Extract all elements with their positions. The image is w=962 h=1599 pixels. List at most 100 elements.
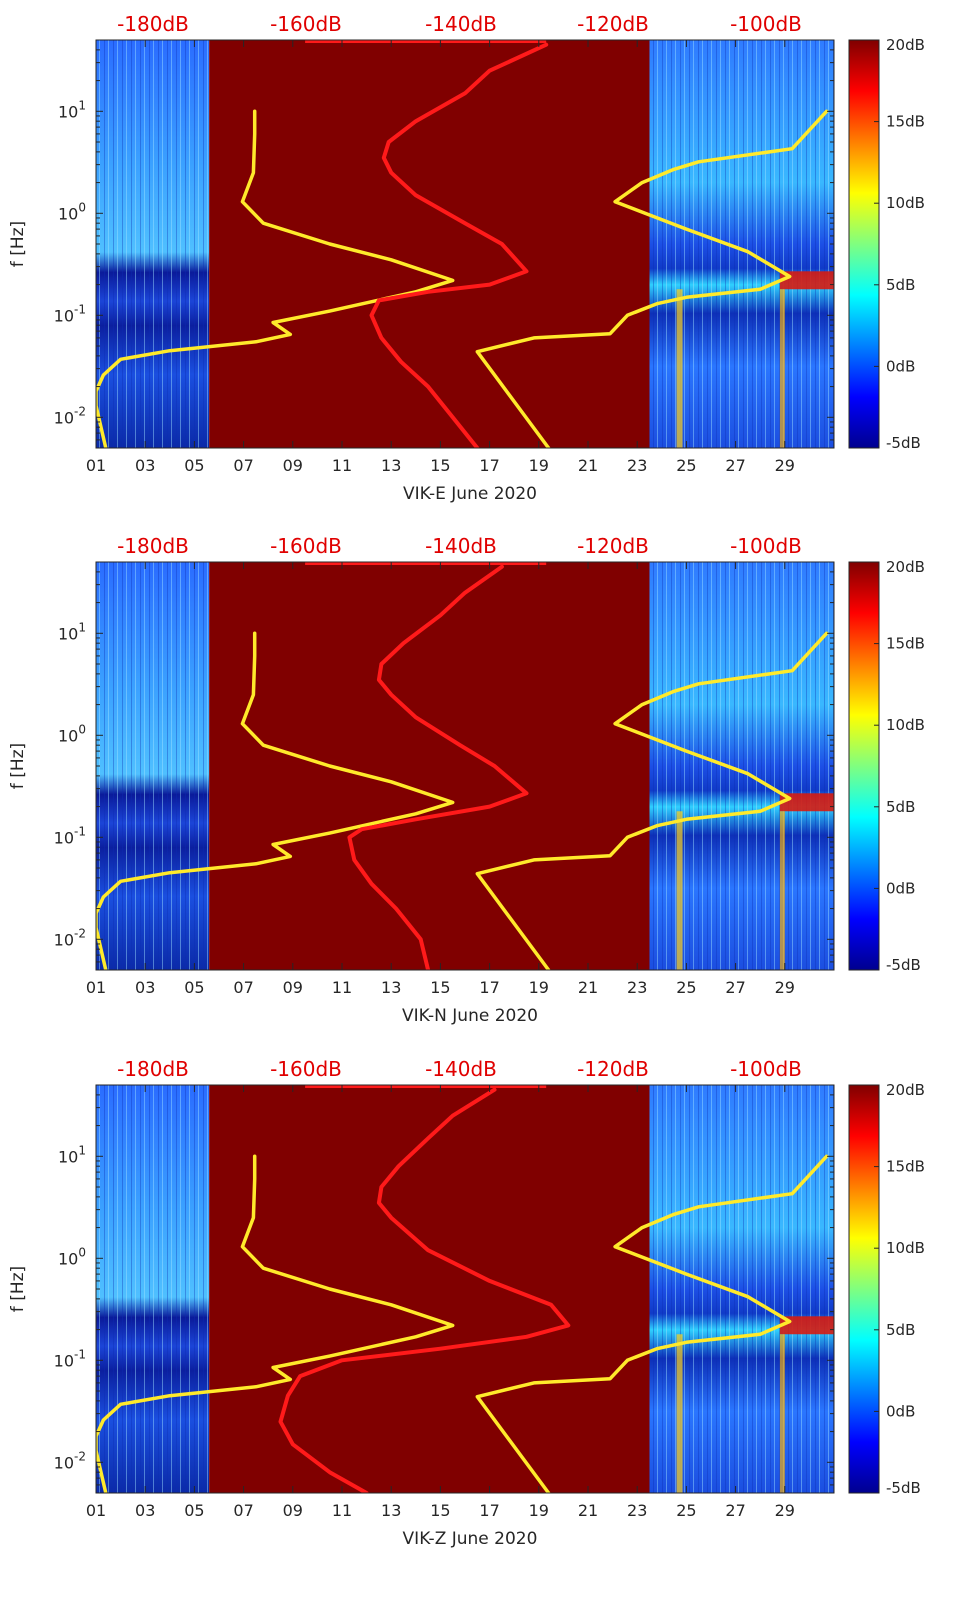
colorbar-label: -5dB (886, 1479, 921, 1497)
x-axis-label: VIK-N June 2020 (402, 1006, 538, 1026)
y-tick-label: 100 (58, 1245, 86, 1268)
colorbar-label: 15dB (886, 635, 925, 653)
y-tick-label: 101 (58, 1143, 86, 1166)
x-tick-label: 01 (86, 978, 106, 997)
x-tick-label: 25 (676, 1501, 696, 1520)
series-line-yellow-2 (475, 109, 829, 448)
spectrogram-hot-band (779, 1316, 834, 1335)
colorbar-label: 20dB (886, 36, 925, 54)
y-tick-exponent: -2 (74, 404, 86, 418)
colorbar (848, 39, 880, 449)
y-tick-exponent: -2 (74, 926, 86, 940)
top-db-label: -100dB (730, 12, 802, 36)
y-tick-label: 100 (58, 200, 86, 223)
x-tick-label: 13 (381, 1501, 401, 1520)
spectrogram-streak-orange (779, 289, 785, 448)
y-axis-label: f [Hz] (8, 221, 28, 267)
x-tick-label: 27 (725, 1501, 745, 1520)
y-tick-exponent: 0 (78, 1245, 86, 1259)
spectrogram-streak-yellow (676, 289, 683, 448)
y-tick-label: 101 (58, 620, 86, 643)
spectrogram-hot-band (779, 793, 834, 812)
colorbar-label: 0dB (886, 879, 915, 897)
y-tick-base: 10 (54, 828, 74, 847)
colorbar-label: -5dB (886, 956, 921, 974)
series-line-yellow-1 (96, 109, 455, 448)
y-tick-base: 10 (58, 624, 78, 643)
top-db-label: -160dB (270, 12, 342, 36)
data-gap-region (209, 1085, 650, 1493)
y-tick-base: 10 (54, 408, 74, 427)
top-db-label: -160dB (270, 1057, 342, 1081)
x-axis-label: VIK-Z June 2020 (403, 1529, 538, 1549)
y-tick-exponent: 1 (78, 98, 86, 112)
x-tick-label: 13 (381, 978, 401, 997)
x-tick-label: 07 (233, 978, 253, 997)
spectrogram-streak-orange (779, 1334, 785, 1493)
colorbar-label: 5dB (886, 798, 915, 816)
x-tick-label: 11 (332, 1501, 352, 1520)
top-db-label: -140dB (425, 534, 497, 558)
y-tick-label: 101 (58, 98, 86, 121)
x-tick-label: 13 (381, 456, 401, 475)
spectrogram-streak-orange (779, 811, 785, 970)
y-tick-base: 10 (54, 1351, 74, 1370)
top-db-label: -180dB (117, 12, 189, 36)
x-tick-label: 19 (529, 1501, 549, 1520)
x-tick-label: 11 (332, 456, 352, 475)
x-tick-label: 09 (283, 978, 303, 997)
x-tick-label: 21 (578, 1501, 598, 1520)
y-axis-label: f [Hz] (8, 1266, 28, 1312)
plot-area (96, 40, 834, 448)
x-tick-label: 03 (135, 978, 155, 997)
spectrogram-left-streaks (96, 40, 210, 448)
y-tick-base: 10 (54, 930, 74, 949)
y-tick-base: 10 (58, 102, 78, 121)
y-tick-label: 10-2 (54, 404, 86, 427)
colorbar-label: 10dB (886, 194, 925, 212)
y-tick-base: 10 (58, 1147, 78, 1166)
x-tick-label: 29 (775, 1501, 795, 1520)
top-db-label: -120dB (577, 534, 649, 558)
series-line-red (369, 42, 549, 448)
colorbar-label: 5dB (886, 1321, 915, 1339)
x-tick-label: 29 (775, 456, 795, 475)
y-tick-base: 10 (54, 1453, 74, 1472)
x-tick-label: 17 (479, 1501, 499, 1520)
y-axis-label: f [Hz] (8, 743, 28, 789)
x-tick-label: 15 (430, 1501, 450, 1520)
series-line-yellow-1 (96, 631, 455, 970)
x-tick-label: 05 (184, 456, 204, 475)
data-gap-region (209, 562, 650, 970)
colorbar-label: 10dB (886, 716, 925, 734)
top-db-label: -120dB (577, 12, 649, 36)
top-db-label: -180dB (117, 534, 189, 558)
colorbar-label: 20dB (886, 558, 925, 576)
y-tick-exponent: 0 (78, 200, 86, 214)
x-tick-label: 23 (627, 1501, 647, 1520)
top-db-label: -140dB (425, 1057, 497, 1081)
y-tick-exponent: -2 (74, 1449, 86, 1463)
colorbar-label: -5dB (886, 434, 921, 452)
spectrogram-streak-yellow (676, 811, 683, 970)
y-tick-label: 10-1 (54, 302, 86, 325)
x-tick-label: 09 (283, 1501, 303, 1520)
top-red-strip (305, 562, 547, 565)
series-line-red (278, 1087, 571, 1493)
y-tick-label: 10-2 (54, 1449, 86, 1472)
y-tick-base: 10 (58, 726, 78, 745)
x-tick-label: 27 (725, 978, 745, 997)
colorbar-label: 0dB (886, 1402, 915, 1420)
colorbar-label: 15dB (886, 113, 925, 131)
data-gap-region (209, 40, 650, 448)
x-tick-label: 27 (725, 456, 745, 475)
x-tick-label: 05 (184, 978, 204, 997)
colorbar-label: 15dB (886, 1158, 925, 1176)
top-db-label: -120dB (577, 1057, 649, 1081)
x-tick-label: 05 (184, 1501, 204, 1520)
top-red-strip (305, 1085, 547, 1088)
x-tick-label: 17 (479, 456, 499, 475)
